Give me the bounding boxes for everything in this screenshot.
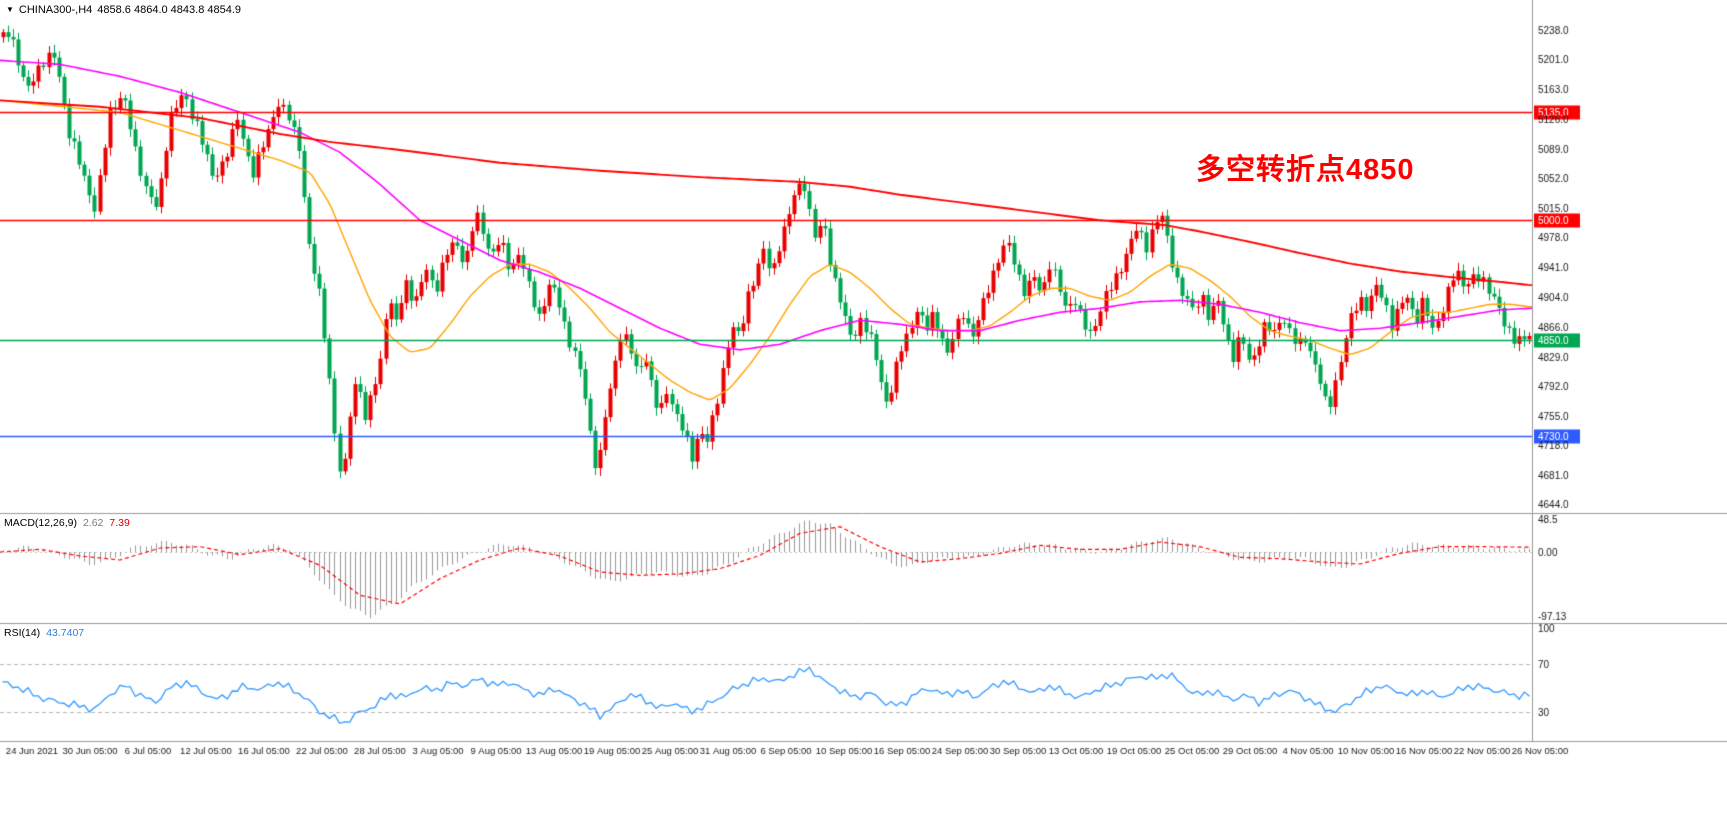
symbol-dropdown-icon[interactable]: ▼ [6,5,14,14]
macd-value: 2.62 [82,517,104,529]
macd-signal-value: 7.39 [109,517,130,529]
rsi-name: RSI(14) [4,627,41,639]
rsi-indicator-label: RSI(14) 43.7407 [4,627,84,639]
chart-annotation: 多空转折点4850 [1196,154,1415,186]
ohlc-values: 4858.6 4864.0 4843.8 4854.9 [97,4,242,16]
rsi-value: 43.7407 [46,627,85,639]
macd-indicator-label: MACD(12,26,9) 2.62 7.39 [4,517,130,529]
macd-name: MACD(12,26,9) [4,517,77,529]
symbol-period-label: CHINA300-,H4 [18,4,93,16]
symbol-legend: ▼ CHINA300-,H4 4858.6 4864.0 4843.8 4854… [6,4,241,16]
